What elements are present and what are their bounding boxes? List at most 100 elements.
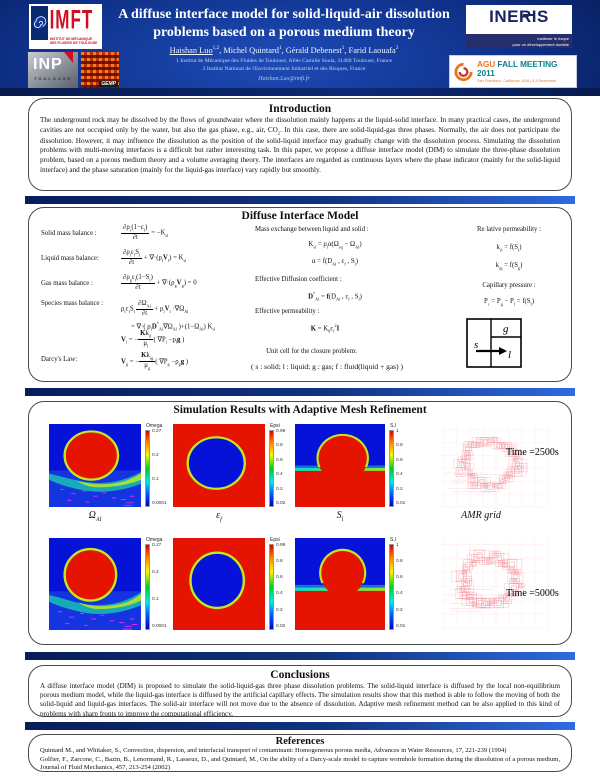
panel-label-amr: AMR grid <box>461 510 501 521</box>
eq-label-species: Species mass balance : <box>41 300 104 307</box>
section-simulation: Simulation Results with Adaptive Mesh Re… <box>28 401 572 645</box>
eq-label-darcy: Darcy's Law: <box>41 356 78 363</box>
colorbar-tick: 0.0001 <box>152 624 167 630</box>
colorbar-gradient <box>269 429 274 507</box>
equation-solid: ∂ρs(1−εf) ∂t = −Ksl <box>121 224 169 242</box>
introduction-body: The underground rock may be dissolved by… <box>40 116 560 175</box>
colorbar-tick: 0.6 <box>276 575 283 581</box>
colorbar-tick: 0.01 <box>396 501 406 507</box>
agu-meeting: FALL MEETING 2011 <box>477 59 558 78</box>
colorbar-tick: 0.01 <box>396 624 406 630</box>
equation-krl: krl = f(Sl) <box>496 244 522 253</box>
ineris-tagline: maîtriser le risque pour un développemen… <box>466 34 572 48</box>
colorbar-tick: 0.1 <box>152 476 159 482</box>
colorbar-ticks: 0.99 0.8 0.6 0.4 0.2 0.02 <box>276 428 286 508</box>
equation-darcy-gas: Vg = − Kkrg μg( ∇Pg −ρgg ) <box>121 352 189 371</box>
field-plot-epsilon-t2500 <box>173 424 265 507</box>
colorbar-tick: 0.2 <box>152 452 159 458</box>
agu-swirl-icon <box>454 62 473 81</box>
references-title: References <box>275 736 325 747</box>
colorbar-tick: 0.6 <box>396 575 403 581</box>
agu-location: San Francisco, California, USA | 5-9 Dec… <box>477 79 557 84</box>
amr-grid-t5000 <box>438 538 550 630</box>
ineris-dash-icon <box>523 14 535 16</box>
eq-label-mass-exchange: Mass exchange between liquid and solid : <box>255 226 369 233</box>
equation-alpha: α = f(DAl , εf , Sl) <box>311 258 359 267</box>
gemp-logo: GEMP <box>81 52 119 88</box>
introduction-title: Introduction <box>268 103 332 115</box>
colorbar-omega-t5000: Omega 0.27 0.2 0.1 0.0001 <box>145 537 171 631</box>
colorbar-tick: 0.02 <box>276 501 286 507</box>
equation-species-1: ρlεfSl ∂ΩAl ∂t + ρlVl ·∇ΩAl <box>121 300 189 318</box>
colorbar-tick: 0.27 <box>152 542 162 548</box>
colorbar-ticks: 1 0.8 0.6 0.4 0.2 0.01 <box>396 429 406 508</box>
inp-acronym: INP <box>33 56 63 73</box>
equation-darcy-liquid: Vl = − Kkrl μl( ∇Pl −ρlg ) <box>121 330 185 349</box>
reference-item: Golfier, F., Zarcone, C., Bazin, B., Len… <box>40 755 560 772</box>
colorbar-title: Omega <box>146 423 163 429</box>
equation-species-2: = ∇·( ρlD*Al∇ΩAl )+(1−ΩAl) Ksl <box>131 321 216 332</box>
colorbar-gradient <box>145 543 150 630</box>
colorbar-tick: 0.02 <box>276 624 286 630</box>
velocity-vectors-icon <box>60 489 135 506</box>
eq-row-species: Species mass balance : ρlεfSl ∂ΩAl ∂t + ρ… <box>41 300 215 332</box>
equation-liquid: ∂ρlεfSl ∂t + ∇·(ρlVl) = Ksl <box>121 249 187 267</box>
field-plot-saturation-t2500 <box>295 424 385 507</box>
equation-gas: ∂ρgεf(1−Sl) ∂t + ∇·(ρgVg) = 0 <box>121 274 197 292</box>
colorbar-ticks: 0.27 0.2 0.1 0.0001 <box>152 542 167 631</box>
equation-ksl: Ksl = ρlα(Ωeq − ΩAl) <box>308 241 362 250</box>
colorbar-tick: 0.4 <box>396 591 403 597</box>
colorbar-tick: 0.8 <box>396 443 403 449</box>
colorbar-epsi-t5000: Epsi 0.99 0.8 0.6 0.4 0.2 0.02 <box>269 537 295 631</box>
gemp-label: GEMP <box>99 81 118 87</box>
colorbar-tick: 0.4 <box>276 591 283 597</box>
unit-cell-label-l: l <box>508 349 511 361</box>
colorbar-gradient <box>389 543 394 630</box>
eq-label-liquid: Liquid mass balance: <box>41 254 99 262</box>
equation-deff: D*Al = f(DAl , εf , Sl) <box>308 291 362 302</box>
panel-label-saturation: Sl <box>336 510 344 523</box>
equation-kperm: K = K0εf2I <box>310 323 340 334</box>
conclusions-body: A diffuse interface model (DIM) is propo… <box>40 682 560 717</box>
colorbar-title: S,l <box>390 423 396 429</box>
ineris-logo: INERIS maîtriser le risque pour un dével… <box>466 5 572 48</box>
affiliation-2: 2 Institut National de l'Environnement I… <box>202 66 366 72</box>
unit-cell-label-g: g <box>503 323 509 335</box>
time-label-5000: Time =5000s <box>506 588 559 599</box>
colorbar-tick: 0.6 <box>276 457 283 463</box>
colorbar-tick: 1 <box>396 542 399 548</box>
colorbar-epsi-t2500: Epsi 0.99 0.8 0.6 0.4 0.2 0.02 <box>269 423 295 508</box>
colorbar-tick: 0.2 <box>396 607 403 613</box>
separator-bar-4 <box>25 722 575 730</box>
header: IMFT INSTITUT DE MÉCANIQUE DES FLUIDES D… <box>0 0 600 88</box>
colorbar-tick: 0.99 <box>276 542 286 548</box>
colorbar-ticks: 0.99 0.8 0.6 0.4 0.2 0.02 <box>276 542 286 631</box>
eq-label-gas: Gas mass balance : <box>41 279 93 287</box>
panel-label-omega: ΩAl <box>88 510 102 523</box>
unit-cell-caption: Unit cell for the closure problem: <box>266 348 357 355</box>
eq-label-eff-diffusion: Effective Diffusion coefficient : <box>255 276 342 283</box>
inp-city: TOULOUSE <box>34 76 73 81</box>
poster-title: A diffuse interface model for solid-liqu… <box>118 7 450 40</box>
colorbar-tick: 0.2 <box>276 607 283 613</box>
agu-meeting-title: AGU FALL MEETING 2011 <box>477 60 573 78</box>
imft-logo: IMFT INSTITUT DE MÉCANIQUE DES FLUIDES D… <box>29 4 102 49</box>
eq-label-solid: Solid mass balance : <box>41 229 97 237</box>
section-conclusions: Conclusions A diffuse interface model (D… <box>28 665 572 717</box>
unit-cell-diagram: s g l <box>466 318 522 368</box>
colorbar-title: S,l <box>390 537 396 543</box>
colorbar-tick: 0.8 <box>276 443 283 449</box>
colorbar-omega-t2500: Omega 0.27 0.2 0.1 0.0001 <box>145 423 171 507</box>
colorbar-title: Epsi <box>270 423 280 429</box>
inp-red-triangle-icon <box>64 52 73 63</box>
colorbar-tick: 0.2 <box>276 486 283 492</box>
colorbar-tick: 0.2 <box>152 569 159 575</box>
eq-row-liquid: Liquid mass balance: ∂ρlεfSl ∂t + ∇·(ρlVl… <box>41 249 186 267</box>
inp-logo: INP TOULOUSE <box>28 52 78 88</box>
equation-krg: krg = f(Sg) <box>495 262 523 271</box>
colorbar-tick: 0.99 <box>276 428 286 434</box>
colorbar-tick: 0.27 <box>152 428 162 434</box>
eq-row-solid: Solid mass balance : ∂ρs(1−εf) ∂t = −Ksl <box>41 224 168 242</box>
colorbar-tick: 0.8 <box>276 558 283 564</box>
authors-line: Haishan Luo1,2, Michel Quintard1, Gérald… <box>169 45 399 55</box>
